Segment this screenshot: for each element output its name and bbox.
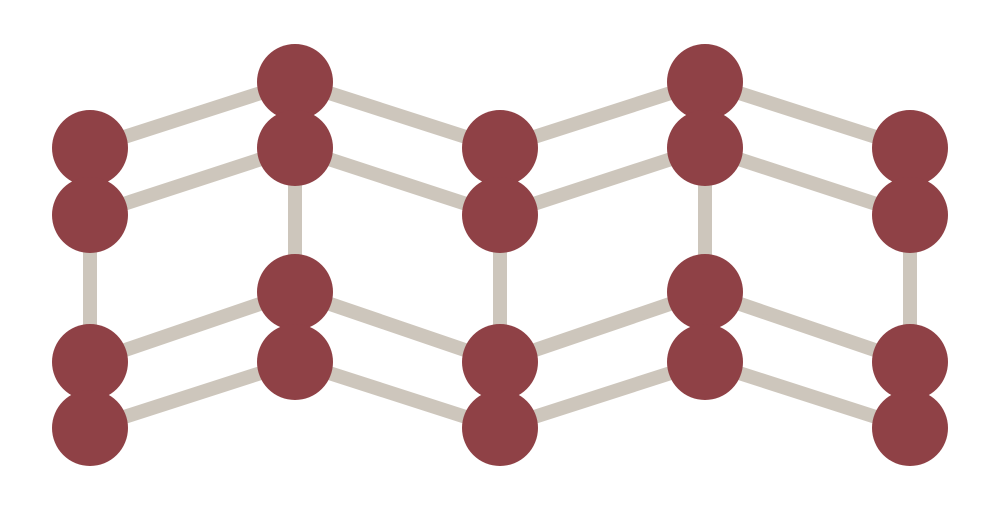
atom-a4 xyxy=(52,390,128,466)
atom-e2 xyxy=(872,177,948,253)
atom-d4 xyxy=(667,324,743,400)
atom-c1 xyxy=(462,110,538,186)
atom-c2 xyxy=(462,177,538,253)
atom-a1 xyxy=(52,110,128,186)
atom-a3 xyxy=(52,324,128,400)
atom-e3 xyxy=(872,324,948,400)
atom-e1 xyxy=(872,110,948,186)
atom-b1 xyxy=(257,44,333,120)
atom-c3 xyxy=(462,324,538,400)
atom-d2 xyxy=(667,110,743,186)
atom-d3 xyxy=(667,254,743,330)
atom-b3 xyxy=(257,254,333,330)
atoms-layer xyxy=(52,44,948,466)
atom-b2 xyxy=(257,110,333,186)
atom-b4 xyxy=(257,324,333,400)
atom-d1 xyxy=(667,44,743,120)
atom-a2 xyxy=(52,177,128,253)
atom-e4 xyxy=(872,390,948,466)
atom-c4 xyxy=(462,390,538,466)
